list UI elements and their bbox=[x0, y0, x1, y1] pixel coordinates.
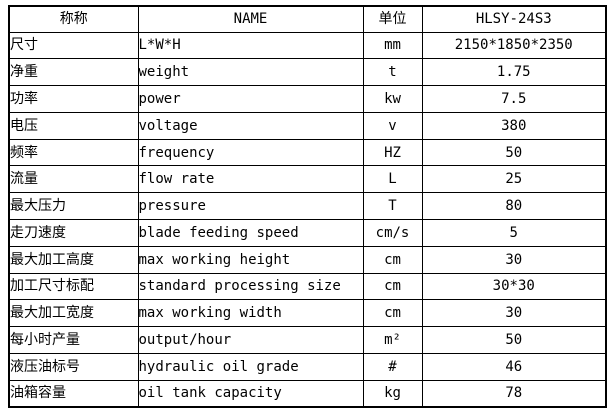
spec-unit: mm bbox=[362, 31, 423, 60]
spec-unit: m² bbox=[362, 326, 423, 354]
spec-label-en: L*W*H bbox=[137, 31, 364, 60]
table-row: 走刀速度 blade feeding speed cm/s 5 bbox=[8, 218, 607, 247]
spec-label-cn: 频率 bbox=[8, 138, 139, 167]
header-name-cn: 称称 bbox=[8, 5, 139, 33]
table-row: 最大加工宽度 max working width cm 30 bbox=[8, 299, 607, 328]
table-row: 最大加工高度 max working height cm 30 bbox=[8, 245, 607, 274]
spec-value: 30 bbox=[421, 299, 607, 328]
header-model: HLSY-24S3 bbox=[421, 5, 607, 33]
table-row: 功率 power kw 7.5 bbox=[8, 85, 607, 113]
spec-value: 30 bbox=[421, 245, 607, 274]
spec-table-container: 称称 NAME 单位 HLSY-24S3 尺寸 L*W*H mm 2150*1850*… bbox=[8, 5, 607, 408]
spec-unit: t bbox=[362, 58, 423, 87]
spec-value: 2150*1850*2350 bbox=[421, 31, 607, 60]
spec-label-cn: 功率 bbox=[8, 85, 139, 113]
spec-label-cn: 净重 bbox=[8, 58, 139, 87]
table-row: 频率 frequency HZ 50 bbox=[8, 138, 607, 167]
spec-label-en: output/hour bbox=[137, 326, 364, 354]
spec-unit: L bbox=[362, 165, 423, 194]
table-row: 液压油标号 hydraulic oil grade #46 bbox=[8, 352, 607, 381]
spec-label-en: blade feeding speed bbox=[137, 218, 364, 247]
spec-label-cn: 液压油标号 bbox=[8, 352, 139, 381]
spec-label-en: flow rate bbox=[137, 165, 364, 194]
spec-value: 25 bbox=[421, 165, 607, 194]
spec-label-cn: 每小时产量 bbox=[8, 326, 139, 354]
table-header-row: 称称 NAME 单位 HLSY-24S3 bbox=[8, 5, 607, 33]
spec-unit: cm bbox=[362, 245, 423, 274]
spec-unit: cm/s bbox=[362, 218, 423, 247]
spec-unit: kw bbox=[362, 85, 423, 113]
spec-unit: cm bbox=[362, 272, 423, 301]
header-unit: 单位 bbox=[362, 5, 423, 33]
table-row: 每小时产量 output/hour m² 50 bbox=[8, 326, 607, 354]
spec-label-cn: 最大加工高度 bbox=[8, 245, 139, 274]
spec-unit: kg bbox=[362, 379, 423, 408]
spec-unit: HZ bbox=[362, 138, 423, 167]
spec-label-en: voltage bbox=[137, 111, 364, 140]
table-row: 油箱容量 oil tank capacity kg 78 bbox=[8, 379, 607, 408]
spec-value: 50 bbox=[421, 138, 607, 167]
spec-label-en: frequency bbox=[137, 138, 364, 167]
spec-label-cn: 流量 bbox=[8, 165, 139, 194]
spec-label-cn: 最大加工宽度 bbox=[8, 299, 139, 328]
spec-value: 80 bbox=[421, 192, 607, 220]
spec-label-cn: 尺寸 bbox=[8, 31, 139, 60]
spec-label-en: oil tank capacity bbox=[137, 379, 364, 408]
spec-label-cn: 电压 bbox=[8, 111, 139, 140]
spec-unit: cm bbox=[362, 299, 423, 328]
table-row: 流量 flow rate L 25 bbox=[8, 165, 607, 194]
spec-value: 50 bbox=[421, 326, 607, 354]
table-row: 最大压力 pressure T 80 bbox=[8, 192, 607, 220]
spec-value: 1.75 bbox=[421, 58, 607, 87]
spec-value: 7.5 bbox=[421, 85, 607, 113]
spec-label-cn: 走刀速度 bbox=[8, 218, 139, 247]
spec-label-en: max working width bbox=[137, 299, 364, 328]
spec-table-body: 尺寸 L*W*H mm 2150*1850*2350 净重 weight t 1.75 功率 po… bbox=[8, 31, 607, 408]
spec-value: 380 bbox=[421, 111, 607, 140]
table-row: 净重 weight t 1.75 bbox=[8, 58, 607, 87]
spec-value: 5 bbox=[421, 218, 607, 247]
spec-label-cn: 最大压力 bbox=[8, 192, 139, 220]
table-row: 电压 voltage v 380 bbox=[8, 111, 607, 140]
spec-unit: v bbox=[362, 111, 423, 140]
spec-unit: T bbox=[362, 192, 423, 220]
spec-label-en: weight bbox=[137, 58, 364, 87]
spec-label-en: pressure bbox=[137, 192, 364, 220]
spec-table: 称称 NAME 单位 HLSY-24S3 尺寸 L*W*H mm 2150*1850*… bbox=[8, 5, 607, 408]
table-row: 尺寸 L*W*H mm 2150*1850*2350 bbox=[8, 31, 607, 60]
spec-label-en: standard processing size bbox=[137, 272, 364, 301]
header-name-en: NAME bbox=[137, 5, 364, 33]
spec-unit: # bbox=[362, 352, 423, 381]
spec-label-en: power bbox=[137, 85, 364, 113]
spec-value: 30*30 bbox=[421, 272, 607, 301]
spec-label-en: max working height bbox=[137, 245, 364, 274]
spec-value: 78 bbox=[421, 379, 607, 408]
spec-label-en: hydraulic oil grade bbox=[137, 352, 364, 381]
spec-label-cn: 油箱容量 bbox=[8, 379, 139, 408]
spec-label-cn: 加工尺寸标配 bbox=[8, 272, 139, 301]
spec-value: 46 bbox=[421, 352, 607, 381]
table-row: 加工尺寸标配 standard processing size cm 30*30 bbox=[8, 272, 607, 301]
